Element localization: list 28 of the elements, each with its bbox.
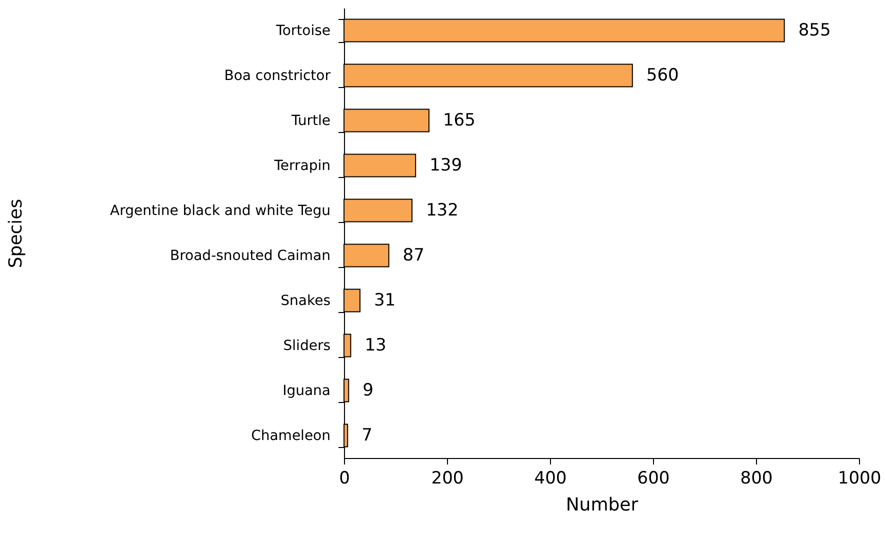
x-tick-label: 600 [637,468,670,488]
y-tick-label: Argentine black and white Tegu [110,203,330,219]
x-axis-title: Number [566,494,639,516]
y-tick-label: Broad-snouted Caiman [170,248,330,264]
y-axis-title: Species [6,198,26,268]
x-tick-label: 200 [431,468,464,488]
data-label: 7 [362,426,372,446]
data-label: 855 [798,20,831,40]
data-label: 31 [374,290,396,310]
y-tick-label: Sliders [283,338,330,354]
data-label: 9 [362,380,374,400]
data-label: 132 [426,200,458,220]
x-tick-label: 400 [534,468,567,488]
x-tick-label: 1000 [838,468,882,488]
data-label: 13 [364,336,386,356]
x-tick-label: 800 [740,468,773,488]
data-label: 87 [402,246,424,266]
data-label: 139 [430,156,462,176]
y-tick-label: Boa constrictor [224,68,331,84]
y-tick-label: Snakes [280,293,330,309]
data-label: 560 [646,66,679,86]
y-tick-label: Tortoise [275,23,330,39]
y-tick-label: Chameleon [251,428,330,444]
y-tick-label: Turtle [290,113,330,129]
y-tick-label: Terrapin [273,158,330,174]
data-label: 165 [442,110,476,130]
y-tick-label: Iguana [282,383,330,399]
x-tick-label: 0 [339,468,350,488]
